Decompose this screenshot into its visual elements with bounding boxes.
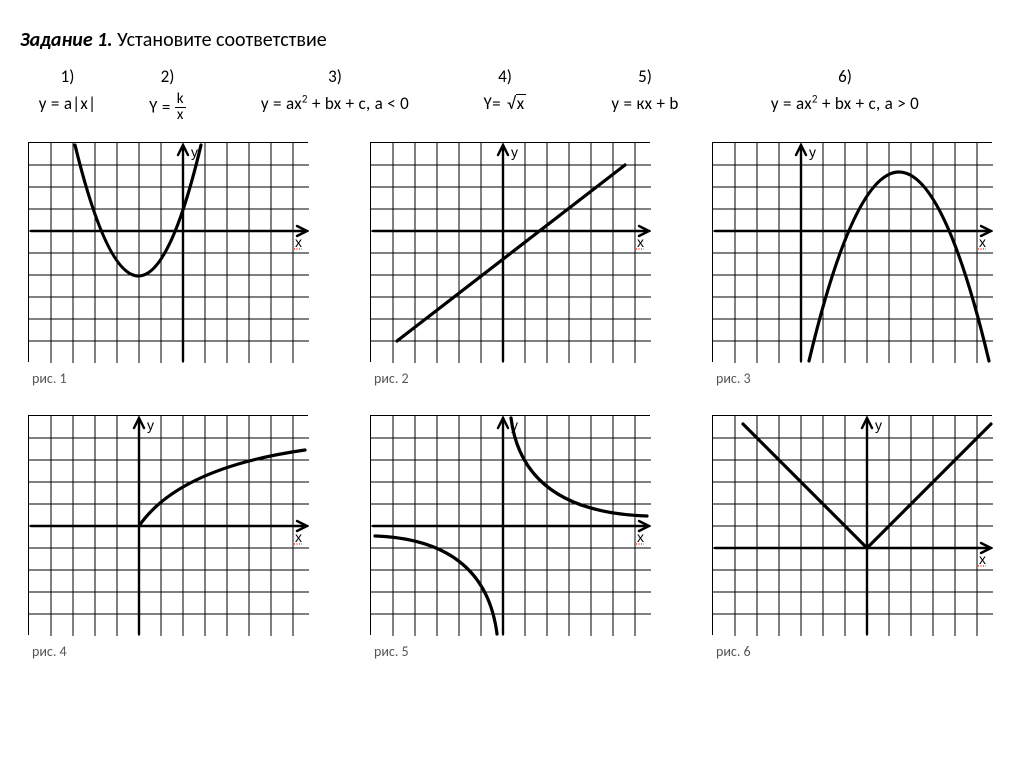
chart-caption: рис. 1 [28,370,312,387]
formula-3: 3) y = ax2 + bx + c, a < 0 [220,66,450,114]
chart-frame: yx [712,415,992,635]
chart-caption: рис. 3 [712,370,996,387]
formula-expression: y = кx + b [560,93,730,114]
task-heading: Задание 1. Установите соответствие [20,28,1004,52]
formula-number: 1) [20,66,115,87]
chart-caption: рис. 4 [28,643,312,660]
chart-caption: рис. 6 [712,643,996,660]
svg-text:x: x [637,529,644,545]
svg-text:x: x [979,551,986,567]
chart-frame: yx [28,142,308,362]
chart-6: yxрис. 6 [712,415,996,660]
formula-number: 3) [220,66,450,87]
svg-text:y: y [147,417,154,433]
chart-svg: yx [371,416,651,636]
svg-text:x: x [295,529,302,545]
formula-1: 1) y = a|x| [20,66,115,114]
svg-text:y: y [511,144,518,160]
formula-number: 5) [560,66,730,87]
chart-2: yxрис. 2 [370,142,654,387]
chart-svg: yx [713,143,993,363]
formula-expression: y = ax2 + bx + c, a < 0 [220,93,450,114]
chart-frame: yx [28,415,308,635]
chart-svg: yx [29,143,309,363]
formula-row: 1) y = a|x|2) Y = kx3) y = ax2 + bx + c, a … [20,66,1004,124]
formula-expression: y = ax2 + bx + c, a > 0 [730,93,960,114]
task-title: Задание 1. [20,28,113,52]
chart-5: yx рис. 5 [370,415,654,660]
chart-svg: yx [371,143,651,363]
chart-1: yx рис. 1 [28,142,312,387]
chart-frame: yx [370,142,650,362]
formula-expression: y = a|x| [20,93,115,114]
formula-number: 6) [730,66,960,87]
svg-text:y: y [809,144,816,160]
charts-grid: yxрис. 1yxрис. 2yxрис. 3yxрис. 4yxрис. 5… [20,142,1004,660]
formula-2: 2) Y = kx [115,66,220,124]
chart-3: yxрис. 3 [712,142,996,387]
chart-svg: yx [713,416,993,636]
chart-frame: yx [712,142,992,362]
formula-4: 4) Y= x [450,66,560,114]
formula-number: 4) [450,66,560,87]
chart-svg: yx [29,416,309,636]
svg-text:x: x [295,234,302,250]
formula-5: 5) y = кx + b [560,66,730,114]
formula-number: 2) [115,66,220,87]
svg-text:y: y [875,417,882,433]
formula-6: 6) y = ax2 + bx + c, a > 0 [730,66,960,114]
task-subtitle: Установите соответствие [117,28,327,52]
svg-text:x: x [637,234,644,250]
svg-text:x: x [979,234,986,250]
chart-caption: рис. 2 [370,370,654,387]
formula-expression: Y = kx [115,93,220,124]
chart-4: yxрис. 4 [28,415,312,660]
chart-caption: рис. 5 [370,643,654,660]
chart-frame: yx [370,415,650,635]
formula-expression: Y= x [450,93,560,114]
